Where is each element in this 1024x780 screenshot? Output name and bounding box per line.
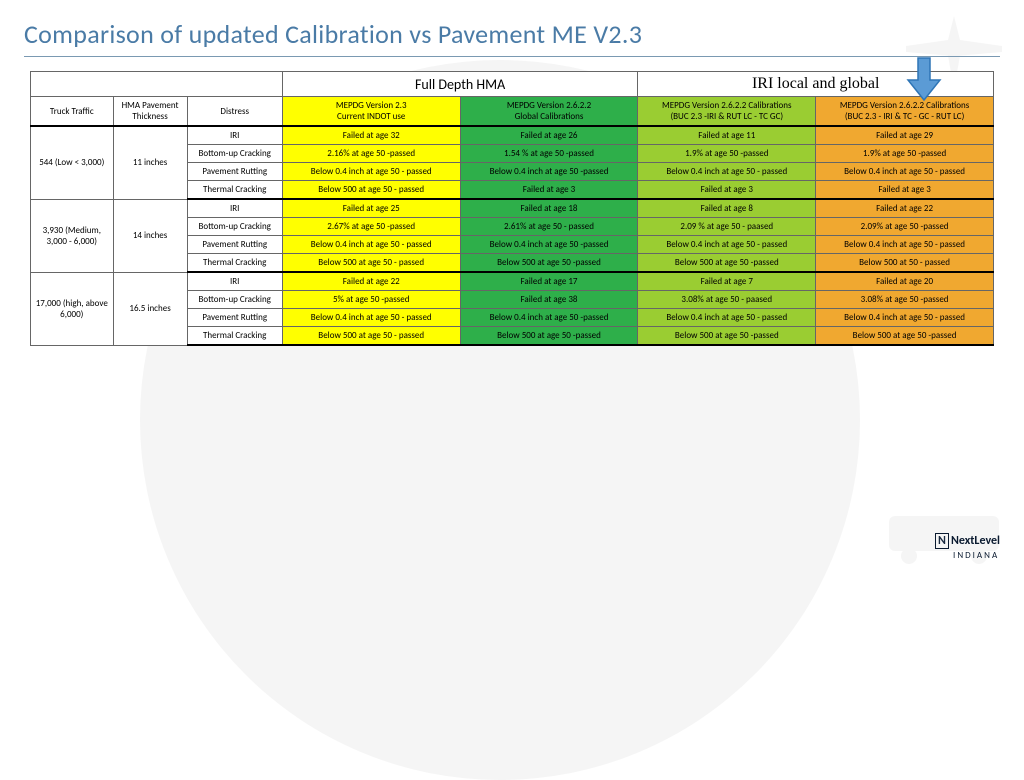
arrow-path — [908, 58, 940, 100]
cell-value: Below 500 at age 50 -passed — [460, 327, 638, 346]
cell-value: Below 0.4 inch at age 50 -passed — [460, 309, 638, 327]
cell-distress: Thermal Cracking — [187, 181, 282, 200]
cell-value: Failed at age 18 — [460, 199, 638, 218]
cell-value: Below 0.4 inch at age 50 - passed — [638, 163, 816, 181]
col-traffic: Truck Traffic — [31, 97, 114, 127]
cell-value: Below 0.4 inch at age 50 - passed — [816, 163, 994, 181]
cell-value: Below 0.4 inch at age 50 - passed — [816, 236, 994, 254]
cell-value: Below 500 at age 50 - passed — [282, 327, 460, 346]
cell-value: Below 500 at age 50 - passed — [282, 254, 460, 273]
arrow-down-icon — [904, 56, 944, 107]
cell-thickness: 11 inches — [113, 126, 187, 199]
blank-header — [31, 72, 283, 97]
cell-value: Below 0.4 inch at age 50 - passed — [638, 236, 816, 254]
cell-value: Below 0.4 inch at age 50 -passed — [460, 236, 638, 254]
cell-distress: Bottom-up Cracking — [187, 218, 282, 236]
cell-value: Failed at age 17 — [460, 272, 638, 291]
cell-value: Failed at age 3 — [816, 181, 994, 200]
cell-value: Failed at age 29 — [816, 126, 994, 145]
title-underline — [24, 56, 1000, 57]
cell-distress: Thermal Cracking — [187, 254, 282, 273]
cell-value: Failed at age 3 — [638, 181, 816, 200]
cell-value: Failed at age 20 — [816, 272, 994, 291]
col-distress: Distress — [187, 97, 282, 127]
cell-value: 1.9% at age 50 -passed — [816, 145, 994, 163]
cell-value: Below 0.4 inch at age 50 - passed — [282, 309, 460, 327]
header-full-depth: Full Depth HMA — [282, 72, 638, 97]
page-title: Comparison of updated Calibration vs Pav… — [24, 18, 1000, 50]
cell-distress: Bottom-up Cracking — [187, 145, 282, 163]
footer-logo: NNextLevel INDIANA — [935, 534, 1000, 562]
cell-value: Below 500 at age 50 -passed — [638, 254, 816, 273]
cell-thickness: 14 inches — [113, 199, 187, 272]
cell-value: Failed at age 38 — [460, 291, 638, 309]
cell-value: Failed at age 25 — [282, 199, 460, 218]
cell-value: 2.67% at age 50 -passed — [282, 218, 460, 236]
cell-value: 1.9% at age 50 -passed — [638, 145, 816, 163]
cell-distress: Bottom-up Cracking — [187, 291, 282, 309]
col-v2622-cal1: MEPDG Version 2.6.2.2 Calibrations(BUC 2… — [638, 97, 816, 127]
cell-value: Below 500 at 50 - passed — [816, 254, 994, 273]
cell-value: Below 0.4 inch at age 50 -passed — [460, 163, 638, 181]
cell-value: Below 0.4 inch at age 50 - passed — [816, 309, 994, 327]
cell-value: Failed at age 22 — [282, 272, 460, 291]
cell-value: Failed at age 11 — [638, 126, 816, 145]
cell-distress: Pavement Rutting — [187, 236, 282, 254]
cell-value: Below 0.4 inch at age 50 - passed — [638, 309, 816, 327]
cell-value: Below 500 at age 50 -passed — [460, 254, 638, 273]
cell-value: Below 500 at age 50 -passed — [638, 327, 816, 346]
cell-value: 3.08% at age 50 - paased — [638, 291, 816, 309]
cell-value: Below 500 at age 50 - passed — [282, 181, 460, 200]
cell-value: Failed at age 32 — [282, 126, 460, 145]
cell-distress: Pavement Rutting — [187, 309, 282, 327]
cell-value: 5% at age 50 -passed — [282, 291, 460, 309]
logo-n-icon: N — [935, 533, 949, 549]
col-thickness: HMA Pavement Thickness — [113, 97, 187, 127]
cell-value: Below 0.4 inch at age 50 - passed — [282, 163, 460, 181]
cell-value: Failed at age 3 — [460, 181, 638, 200]
cell-traffic: 544 (Low < 3,000) — [31, 126, 114, 199]
cell-value: Failed at age 22 — [816, 199, 994, 218]
cell-distress: IRI — [187, 272, 282, 291]
cell-distress: Thermal Cracking — [187, 327, 282, 346]
cell-value: 3.08% at age 50 -passed — [816, 291, 994, 309]
cell-traffic: 17,000 (high, above 6,000) — [31, 272, 114, 345]
cell-value: Failed at age 7 — [638, 272, 816, 291]
cell-thickness: 16.5 inches — [113, 272, 187, 345]
cell-value: Below 0.4 inch at age 50 - passed — [282, 236, 460, 254]
cell-distress: IRI — [187, 126, 282, 145]
cell-value: Below 500 at age 50 -passed — [816, 327, 994, 346]
comparison-table: Full Depth HMA IRI local and global Truc… — [30, 71, 994, 346]
cell-value: 1.54 % at age 50 -passed — [460, 145, 638, 163]
cell-value: Failed at age 8 — [638, 199, 816, 218]
cell-value: Failed at age 26 — [460, 126, 638, 145]
cell-value: 2.09 % at age 50 - paased — [638, 218, 816, 236]
cell-distress: Pavement Rutting — [187, 163, 282, 181]
cell-value: 2.61% at age 50 - passed — [460, 218, 638, 236]
col-v23: MEPDG Version 2.3Current INDOT use — [282, 97, 460, 127]
cell-traffic: 3,930 (Medium, 3,000 - 6,000) — [31, 199, 114, 272]
cell-value: 2.16% at age 50 -passed — [282, 145, 460, 163]
col-v2622-global: MEPDG Version 2.6.2.2Global Calibrations — [460, 97, 638, 127]
cell-distress: IRI — [187, 199, 282, 218]
cell-value: 2.09% at age 50 -passed — [816, 218, 994, 236]
